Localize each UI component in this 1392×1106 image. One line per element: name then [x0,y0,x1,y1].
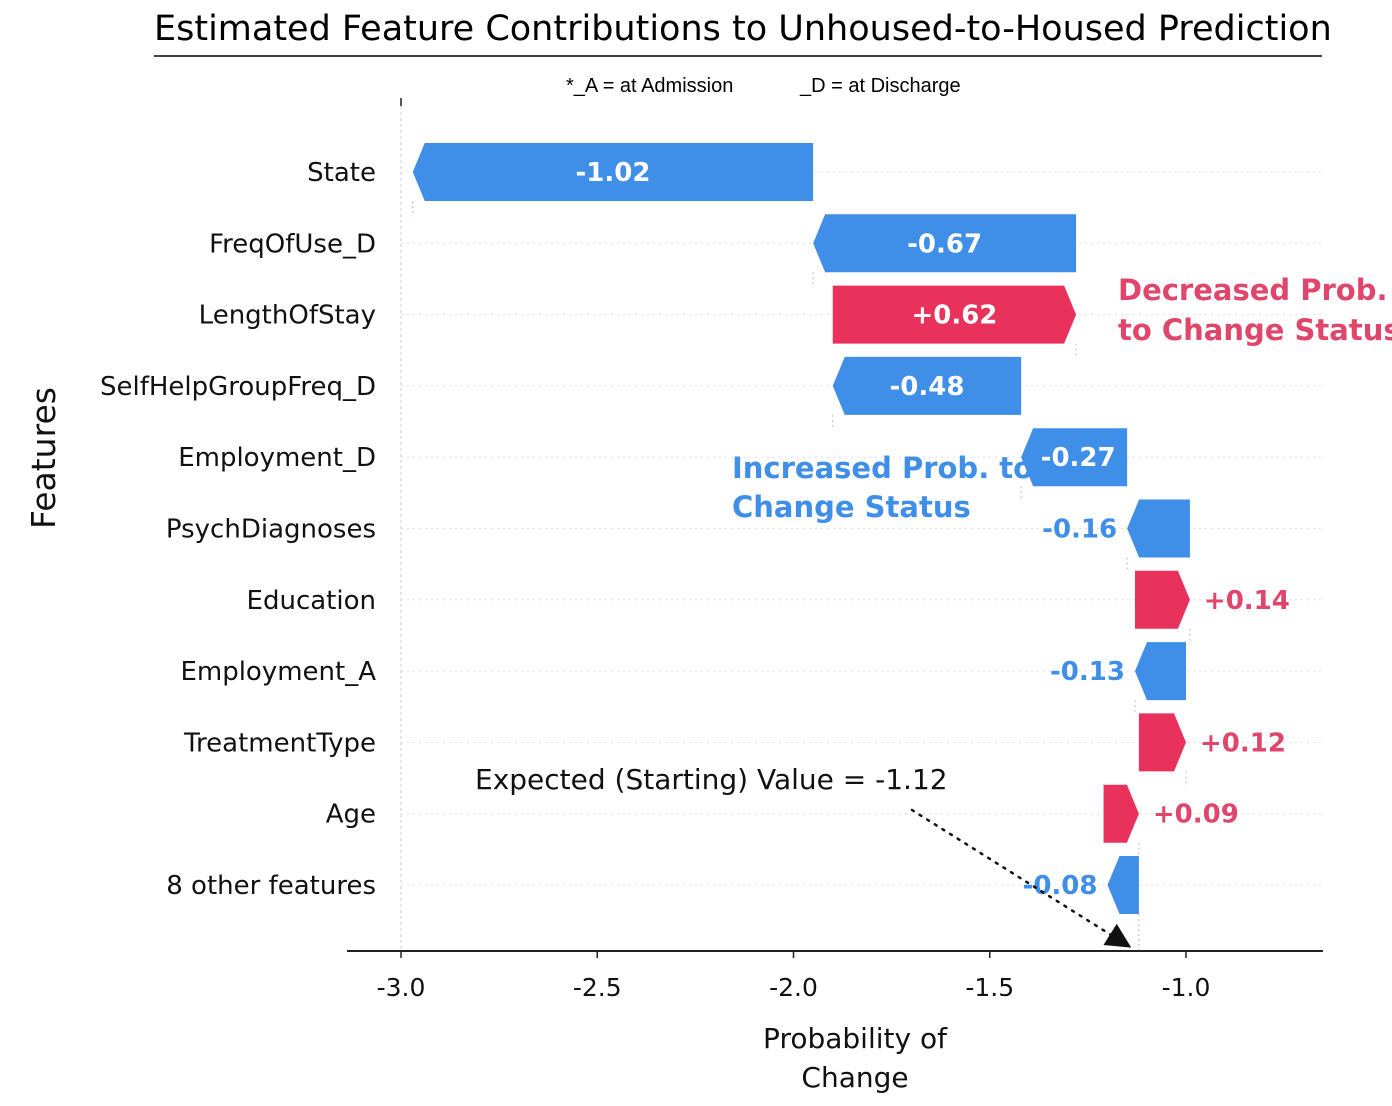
feature-label: 8 other features [166,871,376,901]
feature-label: SelfHelpGroupFreq_D [100,372,376,402]
positive-contribution-bar [1138,713,1186,772]
negative-contribution-bar [1127,499,1190,558]
x-tick-label: -1.0 [1162,973,1211,1002]
feature-label: Education [247,586,376,616]
positive-contribution-bar [1134,570,1190,629]
feature-label: Employment_A [180,657,376,687]
x-tick-label: -1.5 [965,973,1014,1002]
value-label: -1.02 [575,158,650,188]
feature-label: TreatmentType [183,728,376,758]
x-tick-label: -3.0 [377,973,426,1002]
value-label: +0.62 [911,301,997,331]
feature-label: LengthOfStay [199,301,376,331]
annotation-increased-line2: Change Status [732,490,971,524]
positive-contribution-bar [832,285,1077,344]
annotation-increased-line1: Increased Prob. to [732,451,1033,485]
feature-label: State [307,158,376,188]
annotation-decreased-line2: to Change Status [1118,313,1392,347]
negative-contribution-bar [1134,642,1186,701]
x-axis-title-line2: Change [801,1061,908,1094]
chart-title: Estimated Feature Contributions to Unhou… [154,9,1332,49]
bar-layer [412,143,1190,914]
negative-contribution-bar [1021,428,1128,487]
value-label: -0.13 [1050,657,1125,687]
value-label: +0.09 [1153,800,1239,830]
x-axis-title-line1: Probability of [763,1022,948,1055]
value-label: -0.67 [907,229,982,259]
annotation-expected-value: Expected (Starting) Value = -1.12 [475,763,948,796]
feature-label: PsychDiagnoses [166,515,376,545]
tick-layer: -3.0 -2.5 -2.0 -1.5 -1.0 [377,951,1211,1002]
subtitle-discharge: _D = at Discharge [799,75,961,97]
x-tick-label: -2.5 [573,973,622,1002]
y-axis-title: Features [24,387,63,529]
expected-value-arrow [910,808,1132,948]
positive-contribution-bar [1103,784,1139,843]
negative-contribution-bar [832,356,1022,415]
negative-contribution-bar [412,143,814,201]
value-label: -0.27 [1041,443,1116,473]
value-label: +0.12 [1200,728,1286,758]
negative-contribution-bar [1107,856,1139,914]
label-layer: State -1.02 FreqOfUse_D -0.67 LengthOfStay +0… [100,158,1290,901]
feature-label: Employment_D [178,443,376,473]
feature-label: Age [326,800,376,830]
value-label: -0.48 [889,372,964,402]
x-tick-label: -2.0 [769,973,818,1002]
value-label: +0.14 [1204,586,1290,616]
feature-label: FreqOfUse_D [209,229,376,259]
grid-layer [400,98,1322,950]
subtitle-admission: *_A = at Admission [566,75,733,97]
annotation-decreased-line1: Decreased Prob. [1118,273,1388,307]
value-label: -0.16 [1042,515,1117,545]
negative-contribution-bar [813,214,1077,273]
